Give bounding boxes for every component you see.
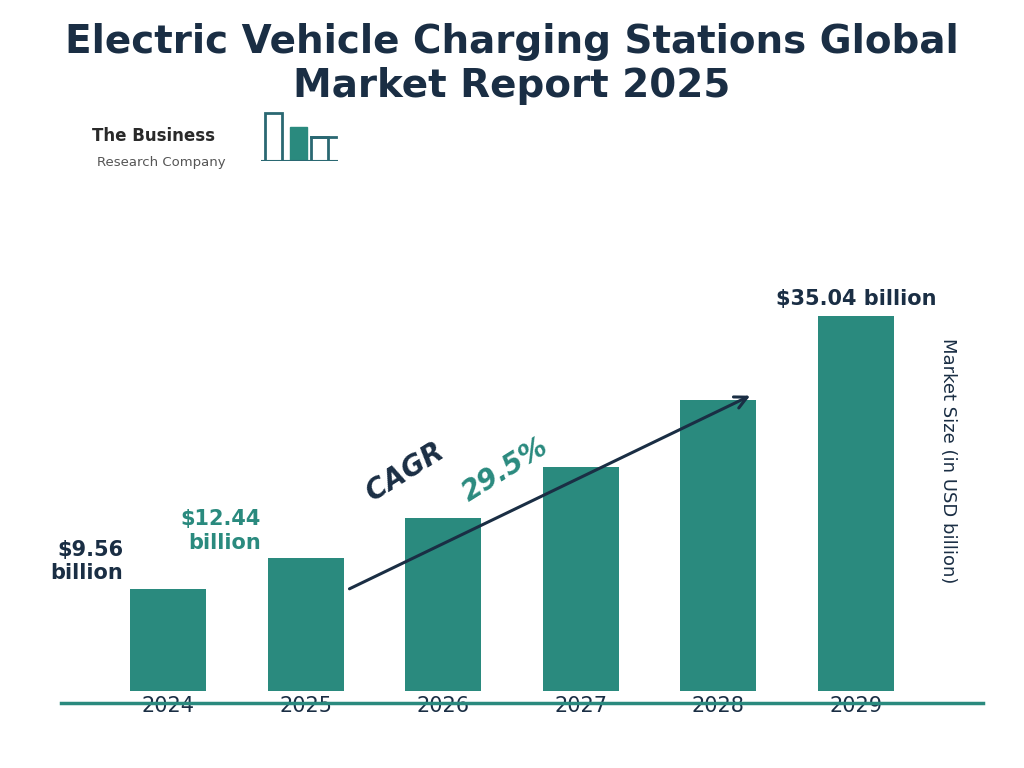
Bar: [268, 558, 343, 691]
Bar: [818, 316, 894, 691]
Text: $9.56
billion: $9.56 billion: [51, 540, 124, 584]
Y-axis label: Market Size (in USD billion): Market Size (in USD billion): [939, 338, 956, 584]
Text: Research Company: Research Company: [97, 156, 226, 169]
Bar: [406, 518, 481, 691]
Text: $12.44
billion: $12.44 billion: [180, 509, 261, 552]
Text: Electric Vehicle Charging Stations Global
Market Report 2025: Electric Vehicle Charging Stations Globa…: [66, 23, 958, 105]
Bar: [130, 589, 206, 691]
Bar: [291, 127, 307, 161]
Bar: [311, 137, 328, 161]
Bar: [543, 467, 618, 691]
Text: CAGR: CAGR: [361, 433, 457, 507]
Bar: [265, 114, 282, 161]
Bar: [681, 400, 756, 691]
Text: $35.04 billion: $35.04 billion: [775, 290, 936, 310]
Text: The Business: The Business: [92, 127, 215, 144]
Text: 29.5%: 29.5%: [457, 432, 553, 508]
